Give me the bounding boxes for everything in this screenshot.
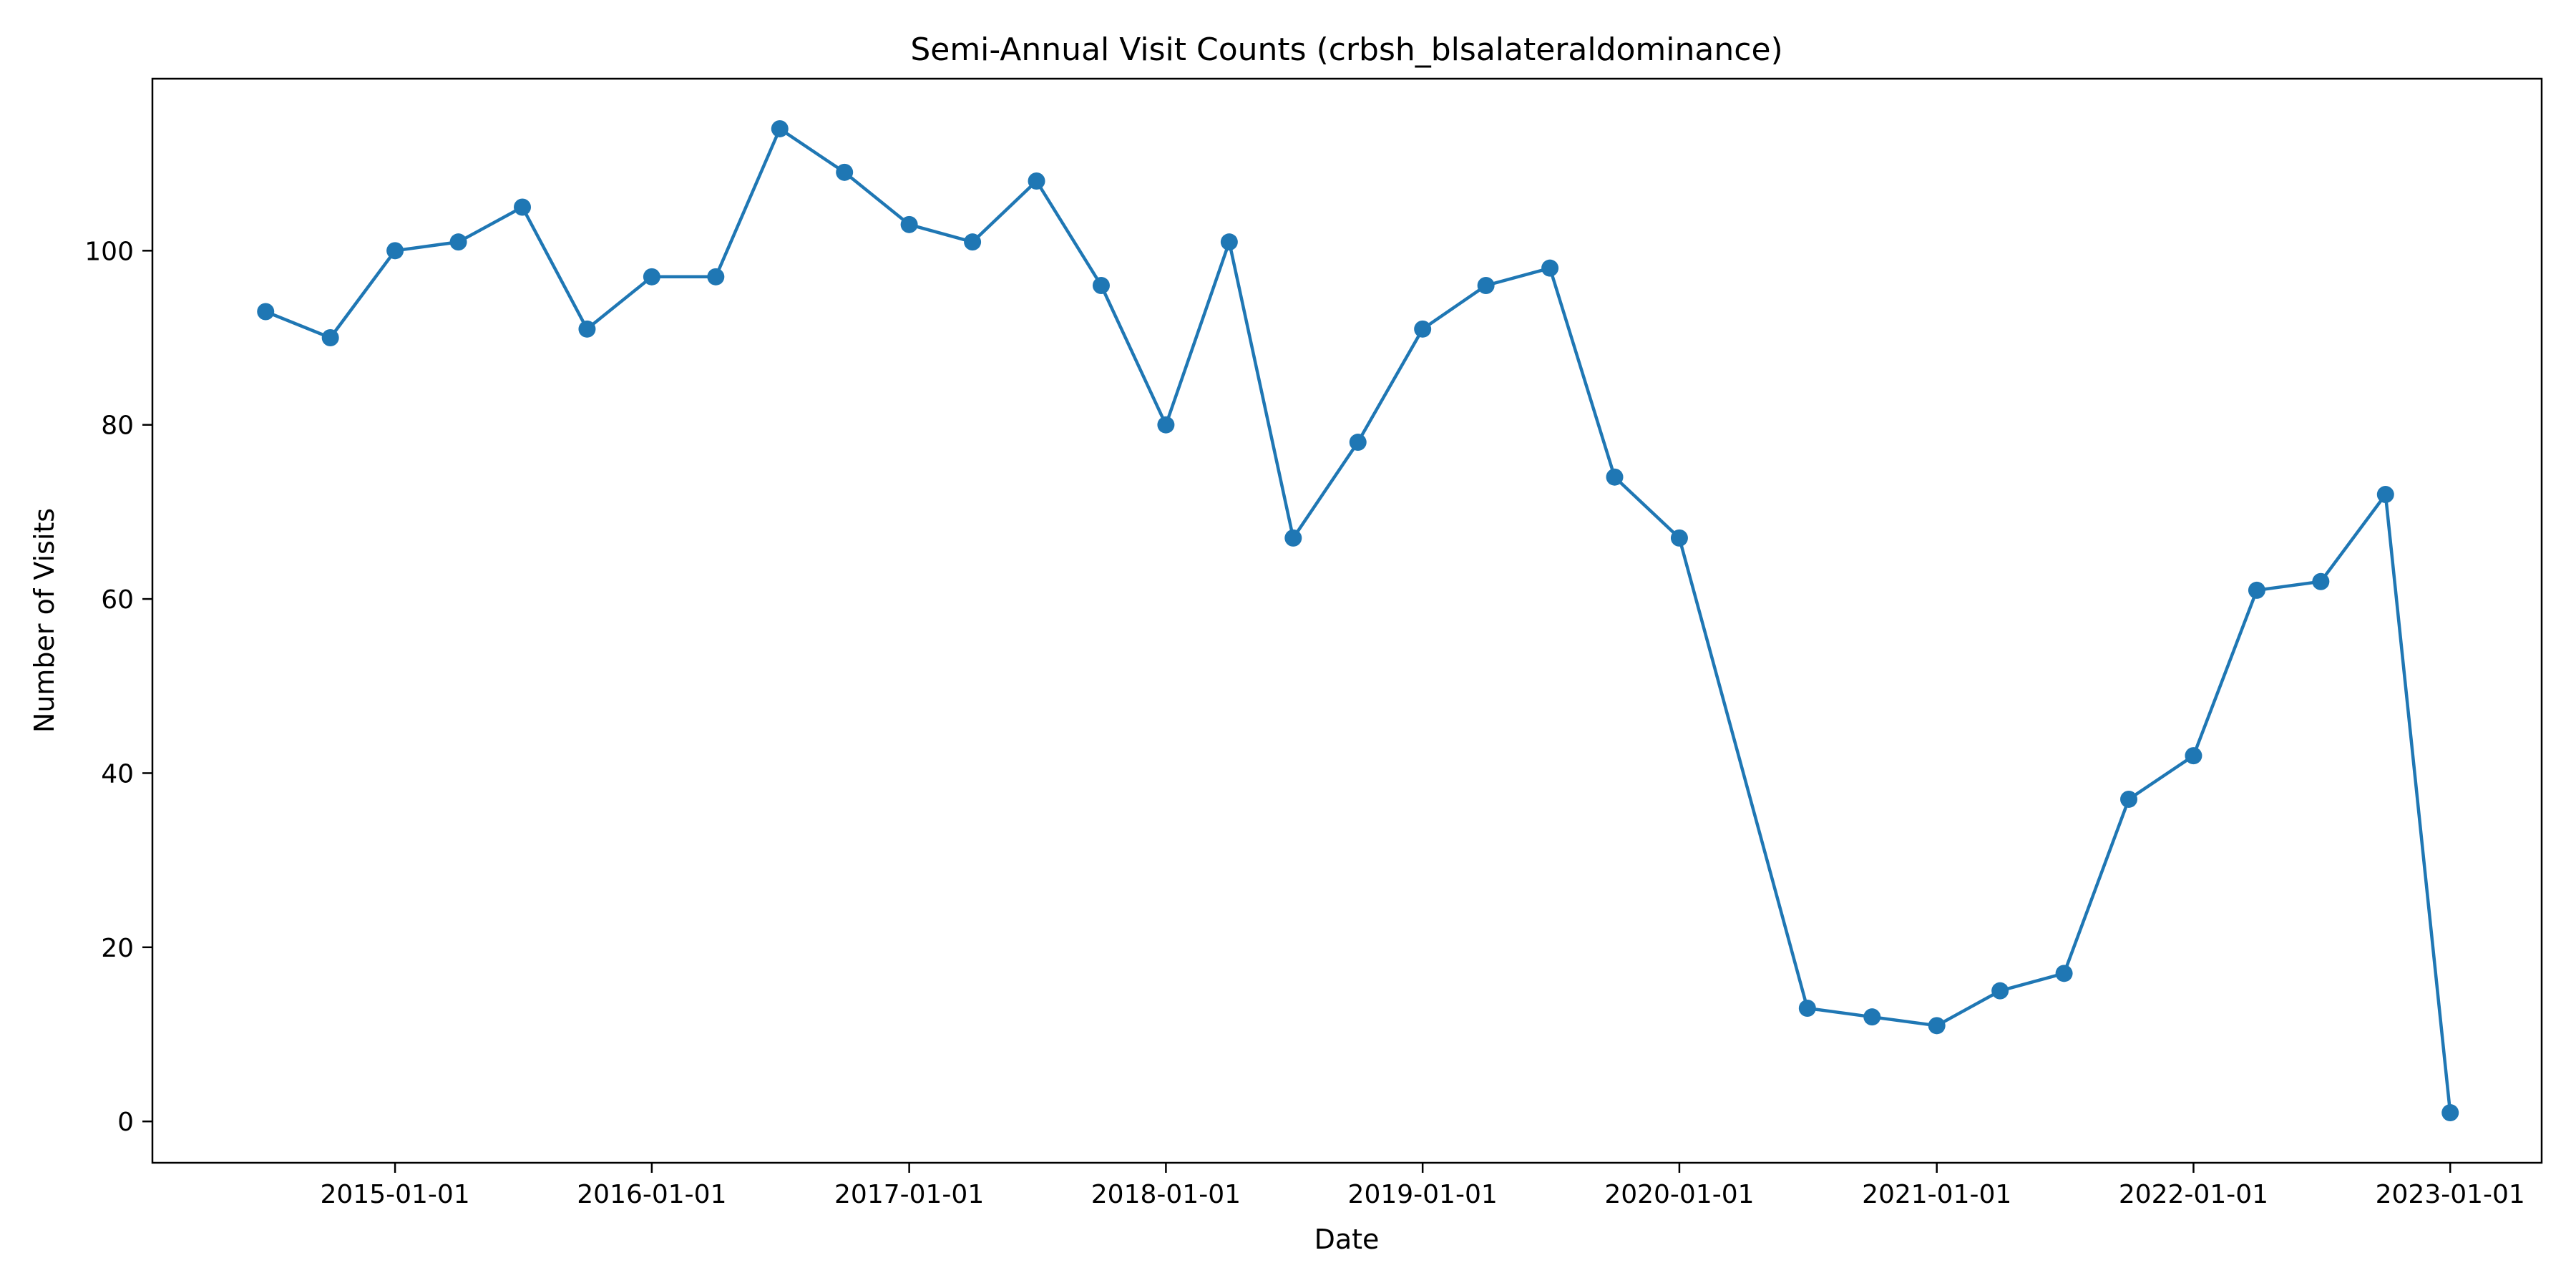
y-tick-label: 100 [84, 237, 134, 266]
data-point [1670, 529, 1688, 547]
data-point [257, 303, 275, 321]
data-point [1606, 468, 1624, 486]
y-tick-label: 40 [101, 759, 134, 789]
data-point [2441, 1104, 2459, 1122]
y-tick-label: 60 [101, 585, 134, 615]
data-point [771, 119, 789, 137]
x-tick-label: 2021-01-01 [1862, 1180, 2011, 1209]
data-point [1477, 277, 1495, 295]
data-point [1541, 259, 1559, 277]
data-point [1284, 529, 1302, 547]
x-tick-label: 2015-01-01 [321, 1180, 470, 1209]
data-point [2185, 747, 2202, 765]
x-axis-label: Date [1314, 1224, 1380, 1255]
data-point [1220, 233, 1238, 251]
data-point [1991, 982, 2009, 1000]
data-point [900, 215, 918, 233]
data-point [2248, 581, 2265, 599]
data-point [386, 242, 404, 260]
data-point [1798, 1000, 1816, 1018]
y-tick-label: 20 [101, 934, 134, 963]
x-tick-label: 2019-01-01 [1348, 1180, 1498, 1209]
plot-area [257, 119, 2459, 1122]
y-tick-label: 80 [101, 411, 134, 441]
data-point [1092, 277, 1110, 295]
data-point [1414, 320, 1432, 338]
data-point [449, 233, 467, 251]
x-tick-label: 2023-01-01 [2376, 1180, 2525, 1209]
data-point [1863, 1008, 1881, 1026]
plot-frame [151, 77, 2543, 1164]
data-point [1028, 172, 1045, 190]
data-point [578, 320, 596, 338]
y-axis: 0 20 40 60 80 100 [84, 237, 152, 1137]
data-point [2120, 790, 2138, 808]
data-point [707, 268, 725, 286]
data-point [964, 233, 982, 251]
data-point [643, 268, 660, 286]
data-point [2312, 572, 2330, 590]
x-axis: 2015-01-01 2016-01-01 2017-01-01 2018-01-01… [321, 1163, 2525, 1209]
x-tick-label: 2020-01-01 [1604, 1180, 1754, 1209]
y-tick-label: 0 [117, 1108, 134, 1137]
data-point [514, 198, 532, 216]
data-point [321, 329, 339, 347]
data-point [2055, 965, 2073, 982]
x-tick-label: 2017-01-01 [834, 1180, 984, 1209]
chart-title: Semi-Annual Visit Counts (crbsh_blsalate… [910, 31, 1782, 68]
x-tick-label: 2022-01-01 [2119, 1180, 2268, 1209]
data-point [2376, 486, 2394, 504]
x-tick-label: 2016-01-01 [577, 1180, 726, 1209]
y-axis-label: Number of Visits [29, 508, 60, 733]
x-tick-label: 2018-01-01 [1091, 1180, 1241, 1209]
data-point [836, 163, 854, 181]
data-point [1349, 434, 1367, 452]
data-point [1928, 1017, 1946, 1035]
series-line [265, 127, 2452, 1113]
data-point [1157, 416, 1175, 434]
